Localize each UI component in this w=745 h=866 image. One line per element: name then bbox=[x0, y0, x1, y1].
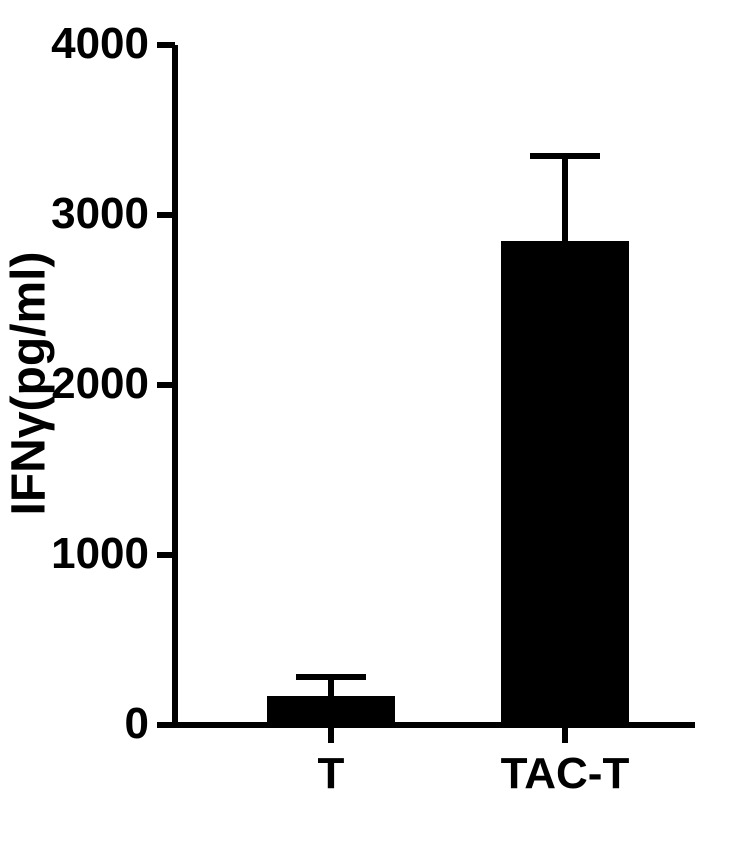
y-tick-label: 4000 bbox=[0, 19, 149, 69]
error-bar-stem bbox=[562, 156, 568, 241]
y-tick-label: 0 bbox=[0, 699, 149, 749]
y-tick-label: 3000 bbox=[0, 189, 149, 239]
x-tick bbox=[328, 725, 334, 743]
y-tick-label: 2000 bbox=[0, 359, 149, 409]
error-bar-cap bbox=[296, 674, 366, 680]
y-tick bbox=[157, 382, 175, 388]
y-tick bbox=[157, 212, 175, 218]
x-tick bbox=[562, 725, 568, 743]
y-tick bbox=[157, 42, 175, 48]
bar-chart: IFNγ(pg/ml) 01000200030004000TTAC-T bbox=[0, 0, 745, 866]
error-bar-cap bbox=[530, 153, 600, 159]
y-tick bbox=[157, 552, 175, 558]
x-category-label: TAC-T bbox=[448, 749, 682, 799]
y-tick-label: 1000 bbox=[0, 529, 149, 579]
bar bbox=[267, 696, 396, 725]
y-tick bbox=[157, 722, 175, 728]
x-category-label: T bbox=[214, 749, 448, 799]
bar bbox=[501, 241, 630, 726]
